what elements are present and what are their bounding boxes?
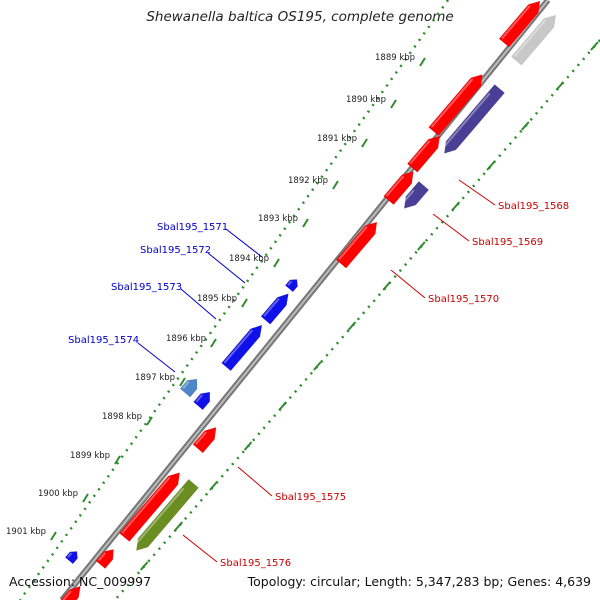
gene-labels: Sbal195_1568 Sbal195_1569 Sbal195_1570 Sbal… [68,201,569,569]
genome-summary-text: Topology: circular; Length: 5,347,283 bp… [247,574,591,589]
kbp-tick-mark [179,377,186,387]
gene-label-Sbal195_1570[interactable]: Sbal195_1570 [428,294,499,305]
gene-arrow-red [58,585,81,600]
kbp-tick-label: 1892 kbp [288,176,328,186]
leader-line [182,534,218,563]
kbp-tick-mark [210,338,217,348]
gene-label-Sbal195_1569[interactable]: Sbal195_1569 [472,237,543,248]
gene-arrow-blue [193,391,211,411]
gene-arrow-red [383,171,414,206]
gene-arrow-red [119,472,180,542]
gene-arrow-red [428,74,483,137]
gene-arrow-red [407,135,440,173]
outer-dotted-ring [18,0,450,600]
kbp-scale: 1889 kbp 1890 kbp 1891 kbp 1892 kbp 1893 kbp… [6,41,599,571]
kbp-tick-mark [361,138,368,148]
gene-arrow-green [133,478,199,551]
minor-tick [347,321,357,331]
minor-tick [278,401,287,411]
kbp-tick-label: 1899 kbp [70,451,110,461]
label-leaders [137,179,496,563]
leader-line [390,269,426,299]
gene-label-Sbal195_1574[interactable]: Sbal195_1574 [68,335,139,346]
minor-tick [382,281,391,291]
gene-label-Sbal195_1571[interactable]: Sbal195_1571 [157,222,228,233]
gene-arrow-blue [221,324,263,372]
kbp-tick-mark [82,493,89,503]
kbp-tick-label: 1891 kbp [317,134,357,144]
minor-tick [139,561,149,571]
leader-line [207,252,246,284]
gene-arrow-grey [511,14,556,66]
leader-line [458,179,496,206]
gene-arrow-purple [401,181,430,209]
accession-text: Accession: NC_009997 [9,574,152,589]
kbp-tick-label: 1894 kbp [229,254,269,264]
kbp-tick-label: 1890 kbp [346,95,386,105]
leader-line [237,466,273,497]
kbp-tick-mark [146,416,153,426]
minor-tick [520,121,530,131]
gene-arrow-blue [284,279,298,293]
inner-dotted-ring [114,39,600,600]
kbp-tick-mark [302,218,309,228]
gene-arrow-blue [64,551,78,565]
leader-line [225,228,263,258]
gene-arrow-red [498,0,541,48]
gene-arrow-red [335,221,378,269]
gene-label-Sbal195_1572[interactable]: Sbal195_1572 [140,245,211,256]
kbp-tick-mark [114,455,121,465]
kbp-tick-label: 1889 kbp [375,53,415,63]
gene-features [58,0,556,600]
minor-tick [555,81,565,91]
kbp-tick-mark [390,99,397,109]
minor-tick [451,201,461,211]
gene-arrow-red [95,549,114,569]
kbp-tick-label: 1896 kbp [166,334,206,344]
gene-arrow-red [192,427,217,454]
minor-tick [209,481,218,491]
minor-tick [590,41,599,51]
kbp-tick-label: 1893 kbp [258,214,298,224]
kbp-tick-mark [332,180,339,190]
kbp-tick-label: 1900 kbp [38,489,78,499]
gene-label-Sbal195_1573[interactable]: Sbal195_1573 [111,282,182,293]
minor-tick [417,241,426,251]
kbp-tick-label: 1898 kbp [102,412,142,422]
kbp-tick-label: 1901 kbp [6,527,46,537]
minor-tick [243,441,253,451]
gene-arrow-blue [260,293,289,325]
gene-label-Sbal195_1576[interactable]: Sbal195_1576 [220,558,291,569]
kbp-tick-label: 1897 kbp [135,373,175,383]
leader-line [432,213,470,242]
leader-line [180,288,217,320]
leader-line [137,342,176,373]
kbp-tick-mark [241,298,248,308]
minor-tick [313,361,322,371]
kbp-tick-mark [419,57,426,67]
kbp-tick-mark [273,258,280,268]
minor-tick [174,521,184,531]
gene-arrow-lightblue [179,378,198,398]
kbp-tick-mark [50,531,57,541]
gene-label-Sbal195_1575[interactable]: Sbal195_1575 [275,492,346,503]
minor-tick [486,161,495,171]
gene-label-Sbal195_1568[interactable]: Sbal195_1568 [498,201,569,212]
kbp-tick-label: 1895 kbp [197,294,237,304]
map-title: Shewanella baltica OS195, complete genom… [146,9,454,25]
gene-arrow-purple [441,84,505,154]
